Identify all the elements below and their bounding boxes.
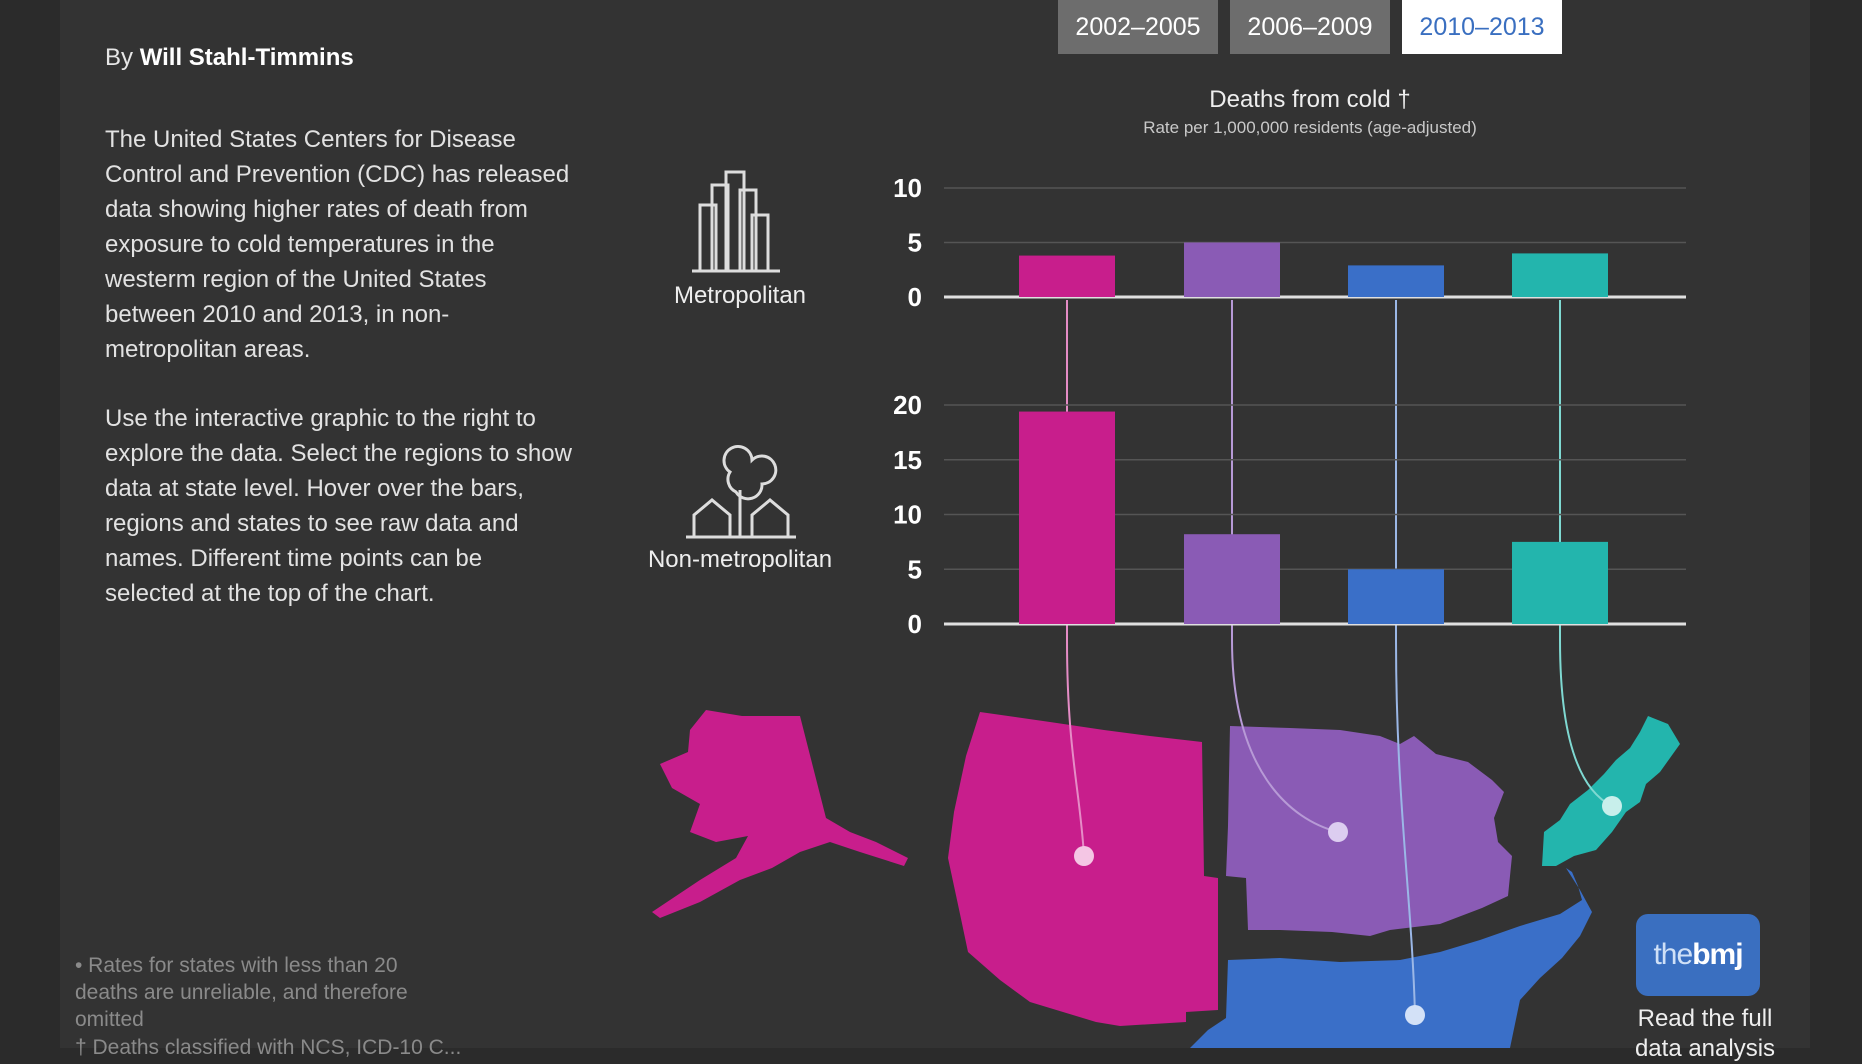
metropolitan-label: Metropolitan <box>673 282 807 309</box>
intro-paragraph-1: The United States Centers for Disease Co… <box>105 126 570 363</box>
period-tabs: 2002–2005 2006–2009 2010–2013 <box>1058 0 1562 54</box>
connector-lines <box>1066 300 1613 1016</box>
map-region-alaska[interactable] <box>652 710 908 918</box>
y-tick-label: 0 <box>908 282 922 312</box>
bar-nonmetro-3[interactable] <box>1512 541 1608 624</box>
y-tick-label: 15 <box>893 445 922 475</box>
bar-nonmetro-0[interactable] <box>1019 411 1115 624</box>
intro-paragraph-2: Use the interactive graphic to the right… <box>105 405 572 607</box>
map-region-west[interactable] <box>948 712 1218 1026</box>
map-dot-west[interactable] <box>1074 846 1094 866</box>
tab-2010-2013[interactable]: 2010–2013 <box>1402 0 1562 54</box>
map-region-midwest[interactable] <box>1226 726 1512 936</box>
connector-line-northeast <box>1559 300 1613 807</box>
byline: By Will Stahl-Timmins <box>105 44 354 72</box>
map-dots <box>1074 796 1622 1025</box>
logo-the: the <box>1653 938 1693 971</box>
y-tick-label: 0 <box>908 609 922 639</box>
read-more-link[interactable]: Read the full data analysis <box>1634 1005 1776 1062</box>
byline-author: Will Stahl-Timmins <box>139 44 354 71</box>
metropolitan-building-icon <box>692 170 780 273</box>
connector-line-west <box>1066 300 1085 857</box>
map-dot-midwest[interactable] <box>1328 822 1348 842</box>
footnote-2: † Deaths classified with NCS, ICD-10 C..… <box>75 1036 462 1059</box>
bmj-logo[interactable]: the bmj <box>1636 914 1760 996</box>
bar-metro-3[interactable] <box>1512 253 1608 297</box>
bar-nonmetro-2[interactable] <box>1348 569 1444 624</box>
chart-title: Deaths from cold † <box>1209 86 1411 113</box>
connector-line-midwest <box>1231 300 1339 833</box>
y-tick-label: 10 <box>893 173 922 203</box>
connector-line-south <box>1395 300 1416 1016</box>
non-metropolitan-houses-icon <box>686 445 796 539</box>
intro-text: The United States Centers for Disease Co… <box>105 122 575 645</box>
tab-2002-2005[interactable]: 2002–2005 <box>1058 0 1218 54</box>
chart-subtitle: Rate per 1,000,000 residents (age-adjust… <box>1143 118 1477 137</box>
map-region-northeast[interactable] <box>1542 716 1680 866</box>
y-tick-label: 20 <box>893 390 922 420</box>
bar-metro-1[interactable] <box>1184 242 1280 298</box>
logo-bmj: bmj <box>1692 938 1743 971</box>
non-metropolitan-label: Non-metropolitan <box>647 546 833 573</box>
bar-metro-2[interactable] <box>1348 265 1444 297</box>
y-tick-label: 10 <box>893 500 922 530</box>
bar-charts: 0 5 10 0 5 10 15 20 <box>893 173 1686 639</box>
y-tick-label: 5 <box>908 228 922 258</box>
footnote: • Rates for states with less than 20 dea… <box>75 954 408 1031</box>
y-tick-label: 5 <box>908 554 922 584</box>
map-dot-south[interactable] <box>1405 1005 1425 1025</box>
bar-metro-0[interactable] <box>1019 255 1115 297</box>
tab-2006-2009[interactable]: 2006–2009 <box>1230 0 1390 54</box>
byline-prefix: By <box>105 44 134 71</box>
us-region-map <box>652 710 1680 1048</box>
map-dot-northeast[interactable] <box>1602 796 1622 816</box>
map-region-south[interactable] <box>1190 868 1592 1048</box>
content-panel <box>60 0 1810 1048</box>
bar-nonmetro-1[interactable] <box>1184 534 1280 624</box>
